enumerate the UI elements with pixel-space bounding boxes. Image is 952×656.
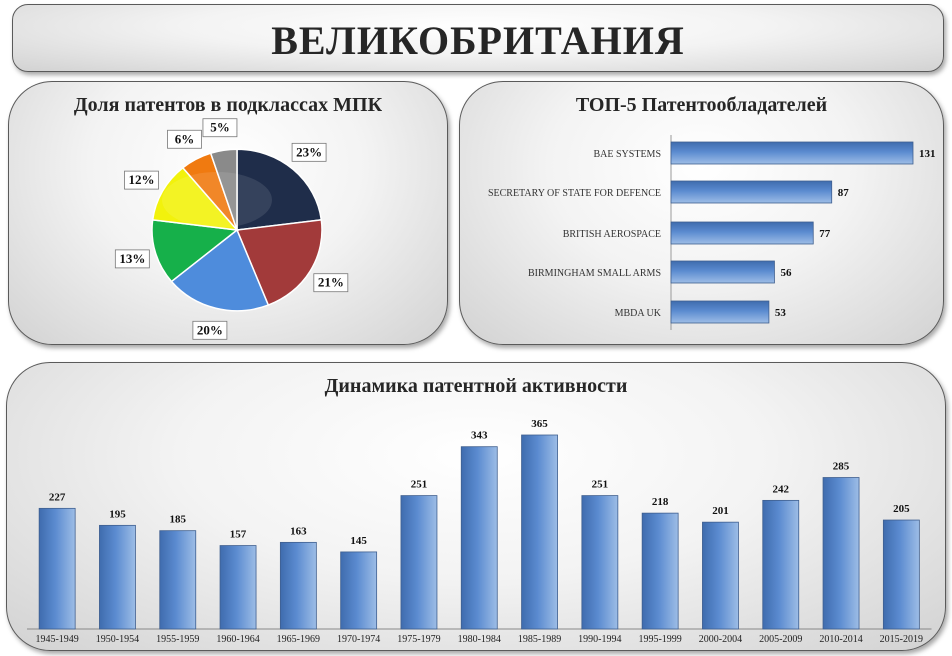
pie-data-label: 20%: [197, 322, 223, 337]
dynamics-category-label: 1990-1994: [578, 634, 621, 645]
dynamics-chart-title: Динамика патентной активности: [324, 375, 628, 397]
dynamics-value-label: 242: [773, 483, 790, 495]
top5-category-label: MBDA UK: [615, 308, 662, 319]
pie-chart-panel: Доля патентов в подклассах МПК 23% 21% 20%…: [8, 81, 448, 345]
dynamics-bar: [702, 521, 739, 630]
dynamics-bar: [641, 512, 679, 630]
dynamics-value-label: 195: [109, 508, 126, 520]
pie-label-box: [192, 320, 228, 340]
dynamics-value-label: 251: [592, 479, 609, 491]
dynamics-value-label: 201: [712, 505, 729, 517]
dynamics-category-label: 2015-2019: [880, 634, 923, 645]
dynamics-category-label: 1950-1954: [96, 634, 139, 645]
pie-slice: [151, 166, 239, 231]
dynamics-category-label: 2005-2009: [759, 634, 802, 645]
top5-chart-title: ТОП-5 Патентообладателей: [575, 94, 828, 116]
dynamics-category-label: 1970-1974: [337, 634, 380, 645]
pie-slice: [170, 228, 270, 312]
dynamics-category-label: 1995-1999: [638, 634, 681, 645]
dynamics-bar: [762, 499, 800, 630]
pie-slice: [151, 219, 239, 283]
top5-category-label: BAE SYSTEMS: [593, 149, 661, 160]
dynamics-value-label: 365: [531, 418, 548, 430]
top5-value-label: 56: [780, 267, 792, 279]
dynamics-category-label: 1985-1989: [518, 634, 561, 645]
dynamics-chart-panel: Динамика патентной активности 227 1945-19…: [6, 362, 946, 651]
top5-bar: [670, 180, 833, 204]
top5-bar: [670, 221, 814, 245]
pie-data-label: 23%: [296, 144, 322, 159]
pie-slice: [235, 219, 323, 307]
top5-category-label: BIRMINGHAM SMALL ARMS: [528, 268, 661, 279]
top5-bar-chart: 131 BAE SYSTEMS 87 SECRETARY OF STATE FOR D…: [488, 135, 936, 330]
dynamics-bar: [400, 495, 438, 630]
dynamics-category-label: 1960-1964: [216, 634, 259, 645]
dynamics-category-label: 2010-2014: [819, 634, 862, 645]
top5-bar: [670, 141, 914, 165]
pie-label-box: [124, 170, 159, 190]
dynamics-bar: [159, 530, 197, 630]
page-title: ВЕЛИКОБРИТАНИЯ: [271, 18, 685, 63]
dynamics-value-label: 185: [170, 514, 187, 526]
pie-chart: 23% 21% 20% 13% 12% 6% 5%: [114, 118, 349, 340]
pie-data-label: 6%: [175, 131, 195, 146]
dynamics-category-label: 1975-1979: [397, 634, 440, 645]
dynamics-value-label: 227: [49, 491, 66, 503]
top5-chart-panel: ТОП-5 Патентообладателей 131 BAE SYSTEMS 8…: [459, 81, 944, 345]
dynamics-value-label: 157: [230, 529, 247, 541]
top5-value-label: 53: [775, 307, 787, 319]
pie-label-box: [167, 129, 202, 149]
dynamics-bar: [822, 477, 860, 630]
pie-data-label: 21%: [318, 275, 344, 290]
pie-label-box: [114, 249, 150, 269]
pie-data-label: 12%: [128, 172, 154, 187]
dynamics-bar: [219, 545, 257, 630]
dynamics-value-label: 343: [471, 430, 488, 442]
pie-slice: [236, 148, 323, 231]
pie-sheen: [162, 172, 272, 228]
pie-label-box: [202, 118, 238, 138]
dynamics-bar-chart: 227 1945-1949 195 1950-1954 185 1955-1959 157 1…: [27, 418, 932, 645]
pie-data-label: 13%: [119, 251, 145, 266]
pie-slice: [209, 148, 238, 231]
dynamics-category-label: 1955-1959: [156, 634, 199, 645]
dynamics-value-label: 205: [893, 503, 910, 515]
dynamics-value-label: 251: [411, 479, 428, 491]
top5-value-label: 131: [919, 148, 936, 160]
top5-category-label: BRITISH AEROSPACE: [563, 229, 661, 240]
dynamics-value-label: 163: [290, 525, 307, 537]
title-panel: ВЕЛИКОБРИТАНИЯ: [12, 4, 944, 72]
dynamics-value-label: 218: [652, 496, 669, 508]
dynamics-bar: [99, 524, 136, 630]
top5-bar: [670, 300, 770, 324]
dynamics-bar: [882, 519, 920, 630]
pie-chart-title: Доля патентов в подклассах МПК: [73, 94, 383, 116]
dynamics-value-label: 285: [833, 461, 850, 473]
top5-category-label: SECRETARY OF STATE FOR DEFENCE: [488, 188, 661, 199]
dynamics-bar: [38, 507, 76, 630]
pie-label-box: [291, 142, 327, 162]
dynamics-category-label: 1980-1984: [458, 634, 501, 645]
dynamics-category-label: 1945-1949: [35, 634, 78, 645]
dynamics-category-label: 1965-1969: [277, 634, 320, 645]
top5-bar: [670, 260, 775, 284]
dynamics-bar: [460, 446, 498, 630]
dynamics-category-label: 2000-2004: [699, 634, 742, 645]
dynamics-bar: [279, 541, 317, 630]
dynamics-bar: [581, 495, 619, 630]
top5-value-label: 87: [838, 187, 850, 199]
pie-label-box: [313, 273, 349, 293]
dynamics-value-label: 145: [350, 535, 367, 547]
dynamics-bar: [521, 434, 558, 630]
pie-data-label: 5%: [210, 120, 230, 135]
dynamics-bar: [340, 551, 378, 630]
top5-value-label: 77: [819, 228, 831, 240]
